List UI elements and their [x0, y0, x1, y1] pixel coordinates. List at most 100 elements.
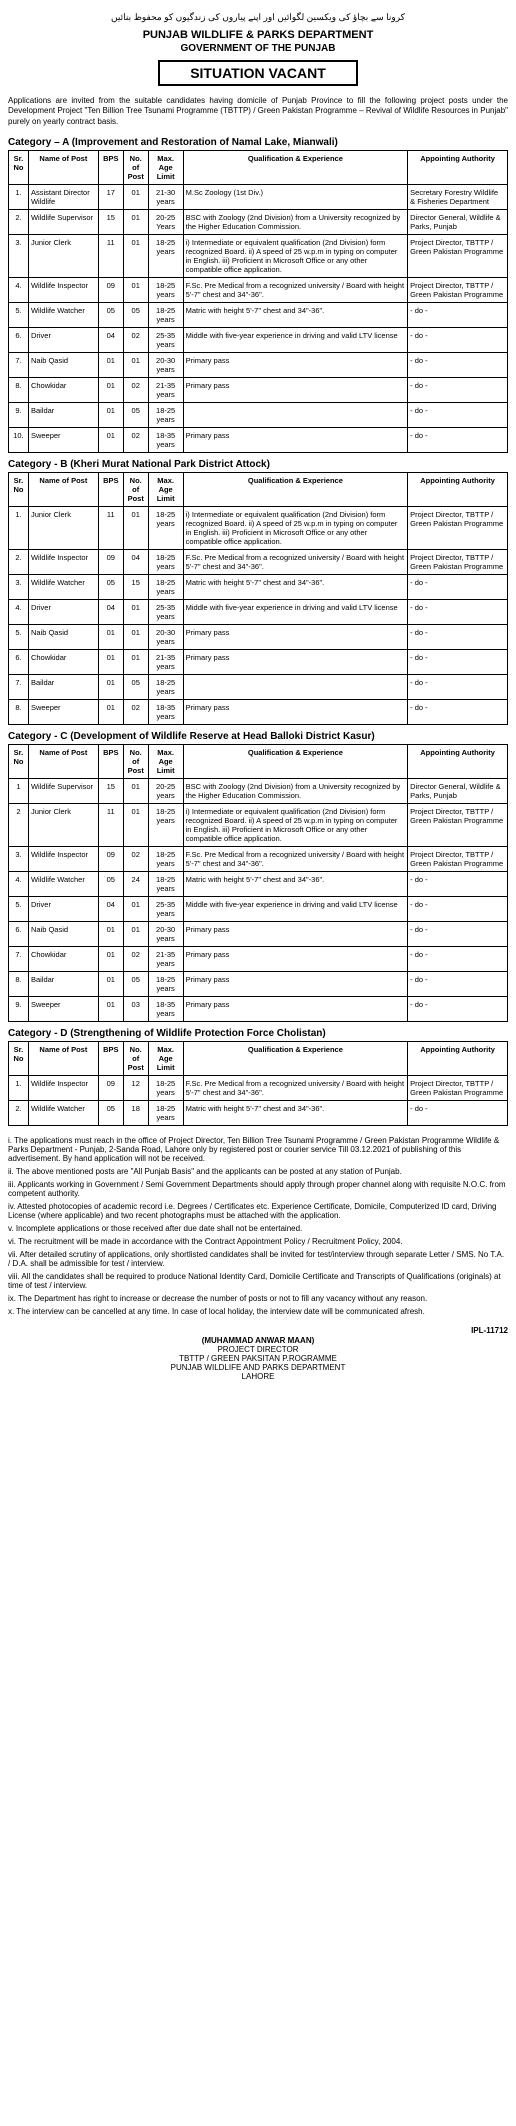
cell-auth: - do - — [408, 1101, 508, 1126]
cell-bps: 11 — [98, 235, 123, 278]
table-row: 5.Wildlife Watcher050518-25 yearsMatric … — [9, 303, 508, 328]
table-row: 4.Wildlife Inspector090118-25 yearsF.Sc.… — [9, 278, 508, 303]
cell-age: 21-30 years — [148, 185, 183, 210]
cell-sr: 8. — [9, 972, 29, 997]
cell-sr: 5. — [9, 625, 29, 650]
table-row: 6.Naib Qasid010120-30 yearsPrimary pass-… — [9, 922, 508, 947]
cell-auth: - do - — [408, 947, 508, 972]
cell-auth: - do - — [408, 997, 508, 1022]
th-auth: Appointing Authority — [408, 151, 508, 185]
cell-name: Naib Qasid — [28, 922, 98, 947]
cell-name: Chowkidar — [28, 947, 98, 972]
cell-no: 01 — [123, 185, 148, 210]
cell-no: 02 — [123, 700, 148, 725]
th-age: Max. Age Limit — [148, 1042, 183, 1076]
cell-bps: 01 — [98, 625, 123, 650]
cell-auth: - do - — [408, 303, 508, 328]
cell-bps: 15 — [98, 210, 123, 235]
th-name: Name of Post — [28, 473, 98, 507]
th-sr: Sr. No — [9, 745, 29, 779]
th-name: Name of Post — [28, 151, 98, 185]
cell-name: Wildlife Inspector — [28, 1076, 98, 1101]
cell-no: 01 — [123, 779, 148, 804]
category-b-table: Sr. NoName of PostBPSNo. of PostMax. Age… — [8, 472, 508, 725]
cell-age: 18-35 years — [148, 997, 183, 1022]
note-item: ii. The above mentioned posts are "All P… — [8, 1165, 508, 1178]
category-b-header: Category - B (Kheri Murat National Park … — [8, 453, 508, 472]
cell-no: 02 — [123, 328, 148, 353]
cell-qual: Primary pass — [183, 353, 408, 378]
cell-no: 12 — [123, 1076, 148, 1101]
cell-bps: 01 — [98, 378, 123, 403]
cell-name: Wildlife Watcher — [28, 1101, 98, 1126]
cell-bps: 09 — [98, 1076, 123, 1101]
cell-qual: Matric with height 5'-7" chest and 34"-3… — [183, 575, 408, 600]
table-row: 4.Driver040125-35 yearsMiddle with five-… — [9, 600, 508, 625]
cell-bps: 11 — [98, 507, 123, 550]
cell-qual: Primary pass — [183, 428, 408, 453]
cell-sr: 7. — [9, 675, 29, 700]
cell-no: 01 — [123, 650, 148, 675]
cell-name: Wildlife Watcher — [28, 303, 98, 328]
cell-auth: - do - — [408, 625, 508, 650]
table-row: 5.Naib Qasid010120-30 yearsPrimary pass-… — [9, 625, 508, 650]
th-age: Max. Age Limit — [148, 745, 183, 779]
cell-age: 25-35 years — [148, 328, 183, 353]
cell-auth: Project Director, TBTTP / Green Pakistan… — [408, 507, 508, 550]
cell-no: 02 — [123, 947, 148, 972]
table-row: 1.Wildlife Inspector091218-25 yearsF.Sc.… — [9, 1076, 508, 1101]
note-item: vii. After detailed scrutiny of applicat… — [8, 1248, 508, 1270]
cell-age: 18-35 years — [148, 428, 183, 453]
table-row: 4.Wildlife Watcher052418-25 yearsMatric … — [9, 872, 508, 897]
category-a-header: Category – A (Improvement and Restoratio… — [8, 131, 508, 150]
cell-sr: 7. — [9, 947, 29, 972]
cell-bps: 05 — [98, 575, 123, 600]
cell-age: 20-30 years — [148, 625, 183, 650]
cell-bps: 11 — [98, 804, 123, 847]
cell-age: 18-25 years — [148, 235, 183, 278]
cell-age: 18-25 years — [148, 1101, 183, 1126]
cell-name: Driver — [28, 328, 98, 353]
cell-qual: Primary pass — [183, 625, 408, 650]
cell-auth: - do - — [408, 600, 508, 625]
table-row: 1.Assistant Director Wildlife170121-30 y… — [9, 185, 508, 210]
cell-sr: 4. — [9, 278, 29, 303]
cell-qual — [183, 403, 408, 428]
th-name: Name of Post — [28, 1042, 98, 1076]
cell-qual: i) Intermediate or equivalent qualificat… — [183, 235, 408, 278]
cell-bps: 17 — [98, 185, 123, 210]
cell-name: Chowkidar — [28, 650, 98, 675]
cell-age: 25-35 years — [148, 600, 183, 625]
cell-auth: - do - — [408, 922, 508, 947]
cell-bps: 01 — [98, 403, 123, 428]
cell-qual: Matric with height 5'-7" chest and 34"-3… — [183, 1101, 408, 1126]
th-age: Max. Age Limit — [148, 473, 183, 507]
th-qual: Qualification & Experience — [183, 151, 408, 185]
table-row: 2.Wildlife Supervisor150120-25 YearsBSC … — [9, 210, 508, 235]
cell-no: 01 — [123, 235, 148, 278]
cell-auth: - do - — [408, 650, 508, 675]
th-no: No. of Post — [123, 473, 148, 507]
note-item: i. The applications must reach in the of… — [8, 1134, 508, 1165]
cell-name: Baildar — [28, 403, 98, 428]
cell-auth: Project Director, TBTTP / Green Pakistan… — [408, 804, 508, 847]
th-bps: BPS — [98, 151, 123, 185]
cell-sr: 6. — [9, 922, 29, 947]
cell-bps: 09 — [98, 550, 123, 575]
cell-bps: 01 — [98, 700, 123, 725]
th-qual: Qualification & Experience — [183, 1042, 408, 1076]
cell-age: 18-25 years — [148, 972, 183, 997]
table-row: 3.Wildlife Watcher051518-25 yearsMatric … — [9, 575, 508, 600]
note-item: x. The interview can be cancelled at any… — [8, 1305, 508, 1318]
th-bps: BPS — [98, 745, 123, 779]
cell-qual: Matric with height 5'-7" chest and 34"-3… — [183, 303, 408, 328]
cell-no: 15 — [123, 575, 148, 600]
cell-no: 02 — [123, 847, 148, 872]
table-row: 6.Chowkidar010121-35 yearsPrimary pass- … — [9, 650, 508, 675]
cell-qual: M.Sc Zoology (1st Div.) — [183, 185, 408, 210]
note-item: ix. The Department has right to increase… — [8, 1292, 508, 1305]
cell-sr: 2. — [9, 210, 29, 235]
cell-qual: F.Sc. Pre Medical from a recognized univ… — [183, 847, 408, 872]
signatory-title: PROJECT DIRECTOR — [8, 1345, 508, 1354]
cell-bps: 05 — [98, 872, 123, 897]
